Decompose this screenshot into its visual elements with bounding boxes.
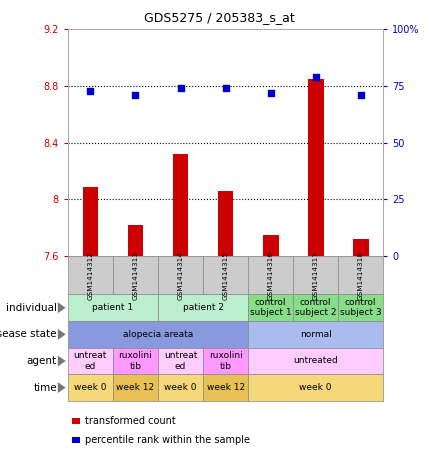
Bar — [127, 225, 143, 256]
Text: GDS5275 / 205383_s_at: GDS5275 / 205383_s_at — [144, 11, 294, 24]
Text: ruxolini
tib: ruxolini tib — [208, 351, 243, 371]
Text: ruxolini
tib: ruxolini tib — [119, 351, 152, 371]
Text: GSM1414316: GSM1414316 — [268, 251, 274, 299]
Point — [357, 92, 364, 99]
Polygon shape — [58, 382, 66, 393]
Text: GSM1414312: GSM1414312 — [88, 251, 93, 299]
Point — [312, 73, 319, 81]
Text: GSM1414315: GSM1414315 — [223, 251, 229, 299]
Text: week 0: week 0 — [74, 383, 107, 392]
Text: time: time — [33, 383, 57, 393]
Bar — [263, 235, 279, 256]
Text: disease state: disease state — [0, 329, 57, 339]
Text: individual: individual — [6, 303, 57, 313]
Point — [132, 92, 139, 99]
Text: transformed count: transformed count — [85, 415, 175, 426]
Text: GSM1414318: GSM1414318 — [358, 251, 364, 299]
Text: GSM1414314: GSM1414314 — [177, 251, 184, 299]
Text: week 12: week 12 — [206, 383, 245, 392]
Text: week 12: week 12 — [117, 383, 155, 392]
Text: week 0: week 0 — [300, 383, 332, 392]
Text: week 0: week 0 — [164, 383, 197, 392]
Text: untreat
ed: untreat ed — [74, 351, 107, 371]
Bar — [173, 154, 188, 256]
Text: patient 2: patient 2 — [183, 303, 223, 312]
Text: patient 1: patient 1 — [92, 303, 134, 312]
Text: GSM1414317: GSM1414317 — [313, 251, 319, 299]
Polygon shape — [58, 356, 66, 366]
Point — [267, 89, 274, 96]
Text: control
subject 2: control subject 2 — [295, 298, 336, 318]
Bar — [308, 79, 324, 256]
Text: normal: normal — [300, 330, 332, 339]
Text: GSM1414313: GSM1414313 — [132, 251, 138, 299]
Text: control
subject 1: control subject 1 — [250, 298, 291, 318]
Bar — [353, 239, 369, 256]
Point — [222, 85, 229, 92]
Text: untreated: untreated — [293, 357, 338, 366]
Text: alopecia areata: alopecia areata — [123, 330, 193, 339]
Point — [177, 85, 184, 92]
Text: percentile rank within the sample: percentile rank within the sample — [85, 434, 250, 445]
Bar — [218, 191, 233, 256]
Text: agent: agent — [27, 356, 57, 366]
Bar — [82, 187, 98, 256]
Text: control
subject 3: control subject 3 — [340, 298, 381, 318]
Point — [87, 87, 94, 94]
Polygon shape — [58, 302, 66, 313]
Polygon shape — [58, 329, 66, 340]
Text: untreat
ed: untreat ed — [164, 351, 197, 371]
